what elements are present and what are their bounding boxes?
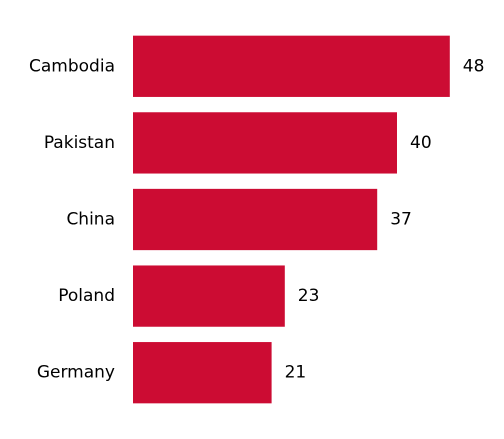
value-label: 21 (285, 363, 307, 383)
bar (133, 112, 397, 174)
y-tick-label: Pakistan (44, 133, 115, 153)
bar (133, 265, 285, 327)
y-tick-label: Germany (37, 363, 115, 383)
y-tick-label: Cambodia (29, 56, 115, 76)
y-tick-label: China (66, 210, 115, 230)
y-tick-label: Poland (58, 286, 115, 306)
value-label: 40 (410, 133, 432, 153)
value-label: 37 (390, 210, 412, 230)
bar (133, 188, 378, 251)
bar (133, 342, 272, 404)
value-label: 48 (463, 56, 485, 76)
bar (133, 35, 450, 97)
value-label: 23 (298, 286, 320, 306)
